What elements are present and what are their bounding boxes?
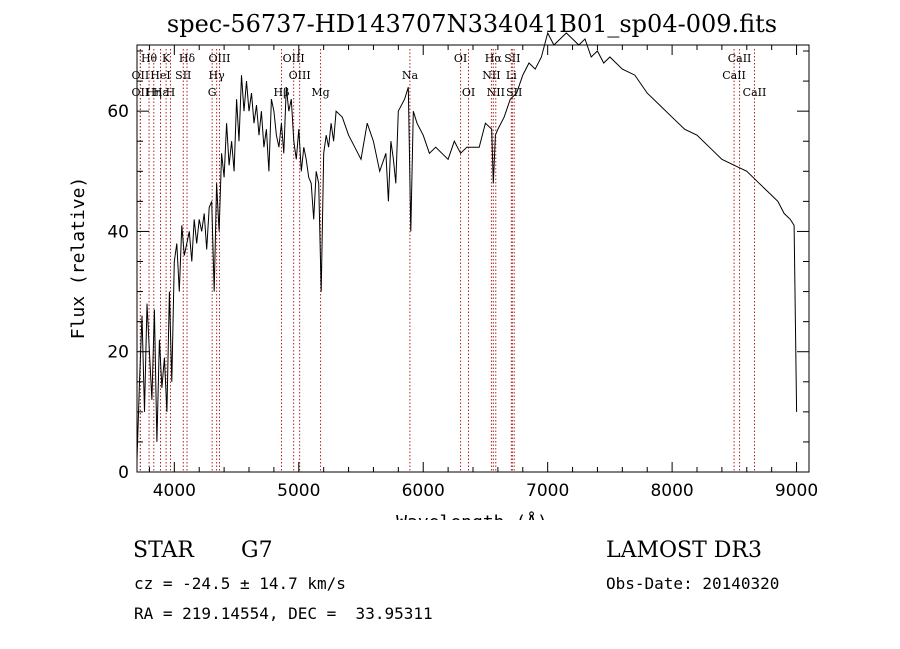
line-label-3: K bbox=[162, 52, 171, 65]
line-label-17: Na bbox=[402, 69, 419, 82]
y-axis-label: Flux (relative) bbox=[68, 177, 89, 340]
line-label-20: Hα bbox=[485, 52, 503, 65]
line-label-7: H bbox=[166, 86, 176, 99]
redshift-cz: cz = -24.5 ± 14.7 km/s bbox=[134, 574, 346, 593]
line-label-18: OI bbox=[454, 52, 467, 65]
line-label-2: OII bbox=[132, 86, 150, 99]
x-axis-ticks: 4000 5000 6000 7000 8000 9000 bbox=[148, 45, 818, 501]
line-label-0: Hθ bbox=[141, 52, 158, 65]
line-label-21: NII bbox=[482, 69, 500, 82]
line-label-22: NII bbox=[487, 86, 505, 99]
line-label-12: G bbox=[208, 86, 217, 99]
line-label-6: Hη bbox=[146, 86, 162, 99]
y-tick-label-2: 40 bbox=[107, 222, 129, 242]
line-label-26: CaII bbox=[728, 52, 752, 65]
line-label-13: OIII bbox=[283, 52, 305, 65]
line-label-4: HeI bbox=[150, 69, 170, 82]
line-label-9: SII bbox=[175, 69, 191, 82]
emission-line-markers bbox=[139, 49, 755, 472]
plot-frame bbox=[136, 44, 810, 473]
line-label-15: Hβ bbox=[274, 86, 290, 99]
line-label-16: Mg bbox=[311, 86, 329, 99]
line-label-11: Hγ bbox=[209, 69, 226, 82]
x-tick-label-1: 5000 bbox=[277, 481, 320, 501]
x-tick-label-4: 8000 bbox=[650, 481, 693, 501]
line-label-5: Hε bbox=[153, 86, 169, 99]
line-label-24: Li bbox=[506, 69, 517, 82]
line-label-28: CaII bbox=[743, 86, 767, 99]
line-label-27: CaII bbox=[722, 69, 746, 82]
y-axis-ticks: 0 20 40 60 bbox=[107, 50, 809, 483]
line-label-14: OIII bbox=[289, 69, 311, 82]
spectrum-line bbox=[136, 31, 798, 461]
y-tick-label-1: 20 bbox=[107, 343, 129, 363]
line-label-19: OI bbox=[462, 86, 475, 99]
line-label-1: OII bbox=[132, 69, 150, 82]
x-tick-label-0: 4000 bbox=[153, 481, 196, 501]
line-label-8: Hδ bbox=[179, 52, 196, 65]
line-label-10: OIII bbox=[208, 52, 230, 65]
chart-title: spec-56737-HD143707N334041B01_sp04-009.f… bbox=[167, 10, 777, 38]
spectrum-chart: spec-56737-HD143707N334041B01_sp04-009.f… bbox=[68, 10, 818, 520]
object-subclass: G7 bbox=[241, 538, 273, 563]
x-tick-label-5: 9000 bbox=[775, 481, 818, 501]
coordinates: RA = 219.14554, DEC = 33.95311 bbox=[134, 604, 433, 623]
object-class: STAR bbox=[133, 538, 194, 563]
x-tick-label-3: 7000 bbox=[526, 481, 569, 501]
survey-name: LAMOST DR3 bbox=[606, 538, 762, 563]
obs-date: Obs-Date: 20140320 bbox=[606, 574, 780, 593]
x-axis-label: Wavelength (Å) bbox=[396, 511, 548, 520]
line-label-23: SII bbox=[504, 52, 520, 65]
y-tick-label-0: 0 bbox=[118, 463, 129, 483]
y-tick-label-3: 60 bbox=[107, 102, 129, 122]
line-label-25: SII bbox=[506, 86, 522, 99]
x-tick-label-2: 6000 bbox=[402, 481, 445, 501]
